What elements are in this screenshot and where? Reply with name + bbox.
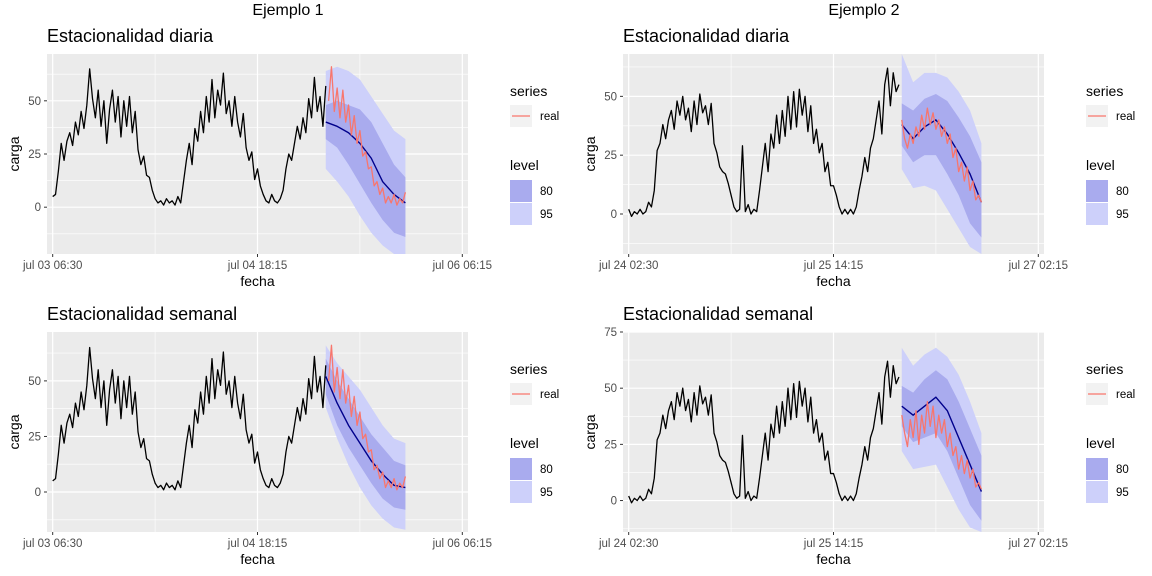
y-axis-title: carga bbox=[582, 136, 598, 171]
chart-title: Estacionalidad diaria bbox=[623, 26, 790, 46]
y-tick-label: 50 bbox=[604, 91, 617, 103]
legend-level-80-swatch bbox=[510, 458, 532, 480]
x-tick-label: jul 24 02:30 bbox=[598, 260, 658, 272]
legend-level-80-label: 80 bbox=[540, 464, 553, 476]
real-series-line bbox=[901, 107, 983, 203]
legend-level-title: level bbox=[1086, 157, 1115, 173]
x-tick-label: jul 03 06:30 bbox=[22, 260, 82, 272]
column-title-2: Ejemplo 2 bbox=[828, 2, 900, 19]
x-axis-title: fecha bbox=[240, 551, 274, 567]
y-tick-label: 25 bbox=[28, 431, 41, 443]
y-tick-label: 0 bbox=[35, 202, 41, 214]
x-axis-title: fecha bbox=[816, 273, 850, 289]
legend-level-80-label: 80 bbox=[1116, 464, 1129, 476]
y-tick-label: 25 bbox=[28, 149, 41, 161]
y-tick-label: 50 bbox=[28, 96, 41, 108]
legend-series-title: series bbox=[510, 83, 547, 99]
chart-panel-4: Estacionalidad semanal 0 25 50 75 jul 24 02:3… bbox=[576, 298, 1152, 576]
x-axis-title: fecha bbox=[240, 273, 274, 289]
chart-panel-1: Estacionalidad diaria 0 25 50 jul 03 06:30 ju… bbox=[0, 20, 576, 298]
x-tick-label: jul 04 18:15 bbox=[227, 538, 287, 550]
x-tick-label: jul 06 06:15 bbox=[432, 260, 492, 272]
chart-title: Estacionalidad diaria bbox=[47, 26, 214, 46]
legend-level-95-swatch bbox=[510, 203, 532, 225]
y-tick-label: 0 bbox=[35, 487, 41, 499]
legend-level-95-label: 95 bbox=[540, 487, 553, 499]
chart-panel-3: Estacionalidad semanal 0 25 50 jul 03 06:30 j… bbox=[0, 298, 576, 576]
legend-level-95-swatch bbox=[1086, 481, 1108, 503]
legend-level-95-swatch bbox=[510, 481, 532, 503]
real-series-line bbox=[327, 344, 407, 491]
legend-level-95-swatch bbox=[1086, 203, 1108, 225]
x-tick-label: jul 25 14:15 bbox=[803, 538, 863, 550]
x-tick-label: jul 25 14:15 bbox=[803, 260, 863, 272]
legend-level-title: level bbox=[510, 435, 539, 451]
y-tick-label: 25 bbox=[604, 439, 617, 451]
legend-level-80-label: 80 bbox=[1116, 186, 1129, 198]
chart-3-svg: Estacionalidad semanal 0 25 50 jul 03 06:30 j… bbox=[6, 304, 559, 567]
chart-1-svg: Estacionalidad diaria 0 25 50 jul 03 06:30 ju… bbox=[6, 26, 559, 289]
legend-level-80-swatch bbox=[1086, 180, 1108, 202]
legend-real-label: real bbox=[540, 389, 559, 401]
legend-level-95-label: 95 bbox=[1116, 209, 1129, 221]
y-tick-label: 0 bbox=[611, 209, 617, 221]
x-tick-label: jul 03 06:30 bbox=[22, 538, 82, 550]
legend-level-80-swatch bbox=[1086, 458, 1108, 480]
x-tick-label: jul 27 02:15 bbox=[1008, 538, 1068, 550]
x-tick-label: jul 24 02:30 bbox=[598, 538, 658, 550]
real-series-line bbox=[901, 401, 983, 490]
y-tick-label: 25 bbox=[604, 150, 617, 162]
legend-level-80-swatch bbox=[510, 180, 532, 202]
x-axis-title: fecha bbox=[816, 551, 850, 567]
legend-level-title: level bbox=[1086, 435, 1115, 451]
legend-level-title: level bbox=[510, 157, 539, 173]
y-axis-title: carga bbox=[582, 414, 598, 449]
y-axis-title: carga bbox=[6, 136, 22, 171]
x-tick-label: jul 06 06:15 bbox=[432, 538, 492, 550]
legend-level-80-label: 80 bbox=[540, 186, 553, 198]
y-tick-label: 0 bbox=[611, 496, 617, 508]
legend-real-label: real bbox=[1116, 111, 1135, 123]
chart-panel-2: Estacionalidad diaria 0 25 50 jul 24 02:30 ju… bbox=[576, 20, 1152, 298]
y-tick-label: 50 bbox=[28, 376, 41, 388]
legend-real-label: real bbox=[1116, 389, 1135, 401]
observed-series-line bbox=[52, 68, 327, 206]
x-tick-label: jul 04 18:15 bbox=[227, 260, 287, 272]
observed-series-line bbox=[52, 346, 327, 491]
column-title-1: Ejemplo 1 bbox=[252, 2, 324, 19]
y-tick-label: 75 bbox=[604, 327, 617, 339]
chart-title: Estacionalidad semanal bbox=[623, 304, 813, 324]
x-tick-label: jul 27 02:15 bbox=[1008, 260, 1068, 272]
chart-title: Estacionalidad semanal bbox=[47, 304, 237, 324]
legend-level-95-label: 95 bbox=[1116, 487, 1129, 499]
forecast-line bbox=[325, 121, 406, 204]
y-axis-title: carga bbox=[6, 414, 22, 449]
chart-2-svg: Estacionalidad diaria 0 25 50 jul 24 02:30 ju… bbox=[582, 26, 1135, 289]
legend-series-title: series bbox=[510, 361, 547, 377]
legend-level-95-label: 95 bbox=[540, 209, 553, 221]
observed-series-line bbox=[628, 360, 900, 504]
real-series-line bbox=[327, 66, 407, 206]
chart-4-svg: Estacionalidad semanal 0 25 50 75 jul 24 02:3… bbox=[582, 304, 1135, 567]
legend-series-title: series bbox=[1086, 83, 1123, 99]
observed-series-line bbox=[628, 67, 900, 218]
legend-real-label: real bbox=[540, 111, 559, 123]
y-tick-label: 50 bbox=[604, 383, 617, 395]
legend-series-title: series bbox=[1086, 361, 1123, 377]
